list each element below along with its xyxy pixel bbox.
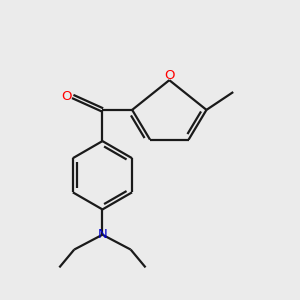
Text: N: N (98, 228, 107, 241)
Text: O: O (61, 90, 71, 103)
Text: O: O (164, 69, 175, 82)
